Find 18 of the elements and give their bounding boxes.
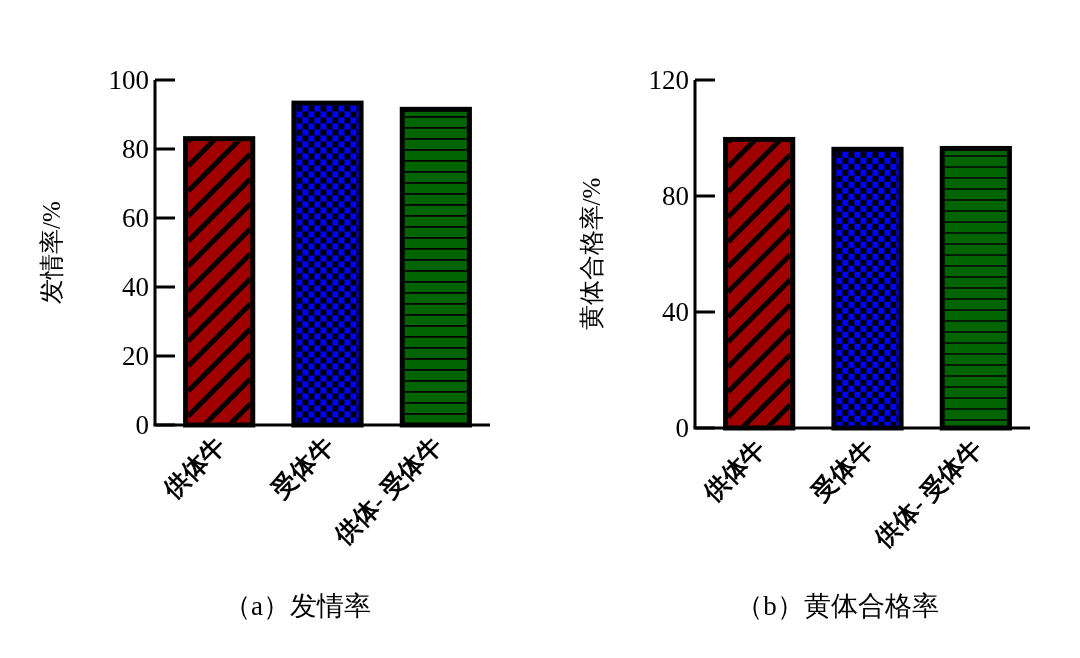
text: （a）发情率 bbox=[224, 591, 371, 621]
x-tick-label: 受体牛 bbox=[266, 431, 340, 504]
x-tick-label: 供体牛 bbox=[697, 434, 771, 508]
y-axis-title: 黄体合格率/% bbox=[578, 177, 605, 331]
text: （b）黄体合格率 bbox=[736, 591, 939, 621]
x-tick-label: 供体牛 bbox=[157, 431, 231, 505]
y-tick-label: 0 bbox=[675, 413, 689, 443]
y-axis-title: 发情率/% bbox=[38, 201, 65, 304]
y-tick-label: 80 bbox=[662, 181, 689, 211]
y-tick-label: 40 bbox=[662, 297, 689, 327]
y-tick-label: 100 bbox=[108, 65, 149, 95]
y-tick-label: 20 bbox=[122, 341, 149, 371]
y-tick-label: 120 bbox=[648, 65, 689, 95]
y-tick-label: 0 bbox=[135, 410, 149, 440]
y-tick-label: 80 bbox=[122, 134, 149, 164]
y-tick-label: 40 bbox=[122, 272, 149, 302]
x-tick-label: 受体牛 bbox=[806, 434, 880, 507]
y-tick-label: 60 bbox=[122, 203, 149, 233]
